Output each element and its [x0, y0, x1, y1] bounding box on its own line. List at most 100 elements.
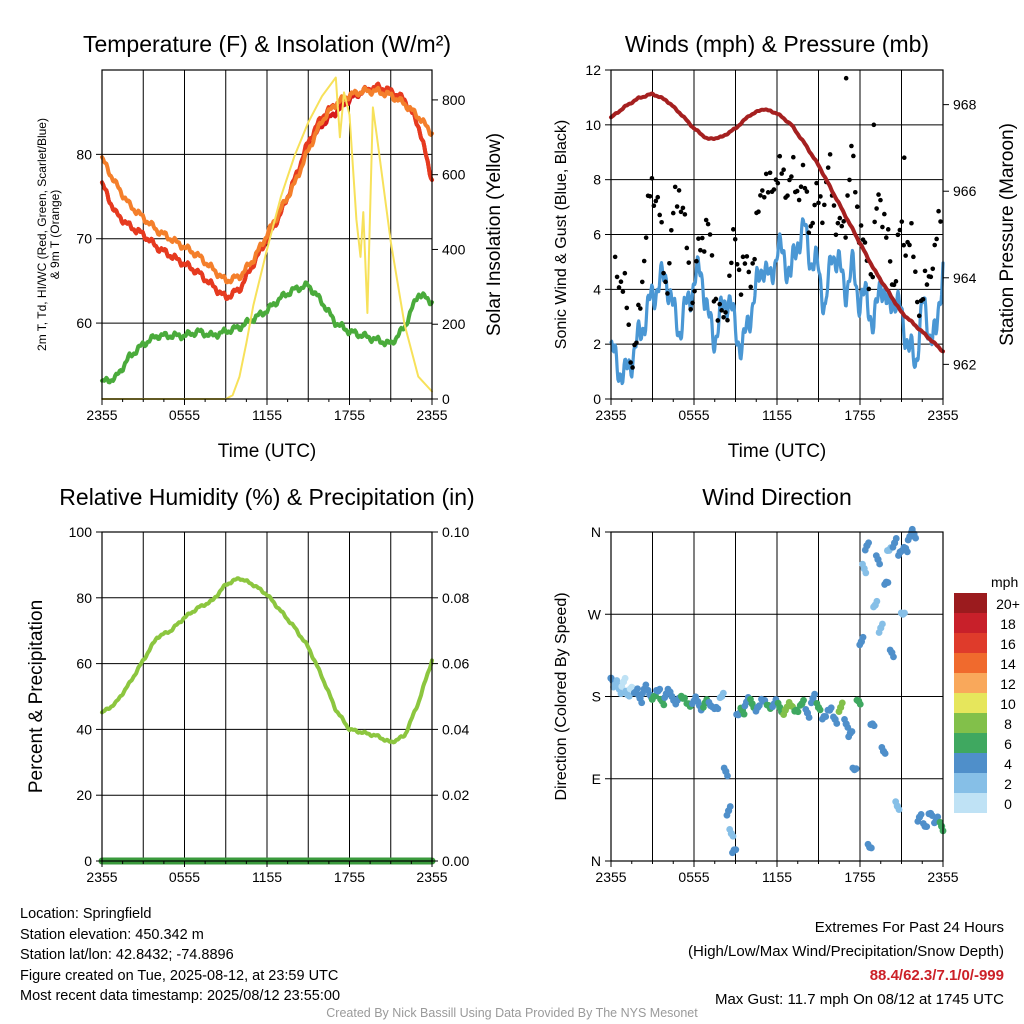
y-axis-left: 0 2 4 6 8 10 12	[585, 62, 611, 407]
chart-panel-4: Wind Direction mph 20+ 18 16 14 12 10 8 6 4 2 0 2355 0…	[553, 484, 1020, 885]
gust-point	[723, 310, 728, 315]
legend-label: 6	[1004, 736, 1012, 752]
station-info: Location: Springfield Station elevation:…	[20, 904, 340, 1007]
direction-point	[769, 703, 776, 711]
info-created: Figure created on Tue, 2025-08-12, at 23…	[20, 967, 339, 984]
y-axis-label: Sonic Wind & Gust (Blue, Black)	[553, 120, 570, 349]
direction-point	[638, 699, 646, 707]
gust-point	[872, 219, 877, 225]
gust-point	[669, 227, 674, 233]
y-axis-label: Percent & Precipitation	[26, 600, 47, 793]
gust-point	[713, 296, 719, 302]
legend-label: 0	[1004, 796, 1012, 812]
y2-axis-label: Solar Insolation (Yellow)	[484, 133, 505, 336]
gust-point	[756, 209, 761, 215]
y-tick-label: 12	[585, 62, 601, 78]
gust-point	[934, 236, 939, 242]
direction-point	[732, 846, 740, 854]
gust-point	[651, 203, 657, 209]
direction-point	[890, 653, 897, 661]
gust-point	[827, 152, 833, 157]
direction-point	[908, 525, 916, 533]
gust-point	[854, 204, 860, 209]
gust-point	[612, 254, 618, 260]
gust-point	[680, 205, 686, 211]
legend-swatch	[954, 733, 987, 753]
gust-point	[628, 360, 633, 365]
y-axis-left: N E S W N	[588, 524, 611, 869]
y-axis-label: 2m T, Td, HI/WC (Red, Green, Scarlet/Blu…	[35, 118, 49, 351]
info-latlon: Station lat/lon: 42.8432; -74.8896	[20, 947, 234, 963]
gust-point	[641, 258, 647, 264]
gust-point	[750, 261, 755, 266]
gust-point	[760, 188, 765, 193]
gust-point	[709, 253, 715, 258]
x-tick-label: 1755	[844, 407, 875, 423]
gust-point	[618, 279, 624, 285]
gust-point	[909, 220, 914, 226]
gust-point	[758, 193, 763, 198]
gust-point	[616, 285, 622, 290]
y-tick-label: 80	[76, 146, 92, 162]
chart-panel-3: Relative Humidity (%) & Precipitation (i…	[26, 484, 475, 885]
gust-point	[901, 242, 907, 248]
gust-point	[761, 195, 767, 200]
direction-point	[934, 813, 942, 821]
direction-point	[859, 633, 867, 641]
extremes-values: 88.4/62.3/7.1/0/-999	[869, 967, 1004, 984]
direction-point	[870, 722, 878, 730]
x-tick-label: 0555	[169, 869, 200, 885]
gust-point	[920, 296, 926, 302]
direction-point	[714, 705, 722, 713]
direction-point	[928, 812, 936, 819]
gust-point	[690, 300, 695, 306]
legend-swatch	[954, 593, 987, 613]
gust-point	[736, 267, 742, 273]
legend-swatch	[954, 793, 987, 813]
y2-tick-label: 0.06	[442, 656, 469, 672]
legend-label: 16	[1000, 636, 1016, 652]
direction-point	[889, 543, 897, 551]
legend-swatch	[954, 753, 987, 773]
gust-point	[833, 232, 839, 238]
y2-tick-label: 964	[953, 270, 977, 286]
gust-point	[773, 177, 779, 182]
y-tick-label: 60	[76, 656, 92, 672]
x-axis-label: Time (UTC)	[218, 441, 317, 462]
direction-point	[811, 690, 819, 698]
x-axis: 2355 0555 1155 1755 2355 Time (UTC)	[595, 399, 959, 462]
y-tick-label: N	[591, 853, 601, 869]
gust-point	[614, 274, 620, 280]
gust-point	[639, 279, 645, 285]
gust-point	[802, 185, 808, 191]
gust-point	[820, 220, 825, 226]
x-tick-label: 2355	[416, 407, 447, 423]
gust-point	[866, 286, 872, 292]
gust-point	[796, 197, 802, 203]
legend-label: 2	[1004, 776, 1012, 792]
gust-point	[835, 220, 841, 226]
gust-point	[620, 289, 626, 294]
gust-point	[899, 219, 905, 224]
direction-point	[878, 743, 886, 751]
y2-tick-label: 966	[953, 183, 977, 199]
x-tick-label: 1155	[762, 407, 792, 423]
gust-point	[701, 249, 707, 254]
gust-point	[674, 204, 680, 209]
direction-point	[805, 714, 813, 721]
direction-point	[917, 811, 925, 818]
gust-point	[901, 155, 907, 161]
x-tick-label: 0555	[678, 869, 709, 885]
gust-point	[742, 261, 748, 266]
gust-point	[748, 284, 754, 290]
gust-point	[653, 198, 659, 204]
gust-point	[831, 203, 837, 208]
y2-tick-label: 400	[442, 241, 466, 257]
y-axis-label-line2: & 9m T (Orange)	[48, 190, 62, 280]
gust-point	[719, 308, 724, 313]
direction-point	[903, 548, 911, 556]
gust-point	[851, 153, 856, 159]
gust-point	[715, 318, 721, 323]
gust-point	[825, 165, 831, 170]
